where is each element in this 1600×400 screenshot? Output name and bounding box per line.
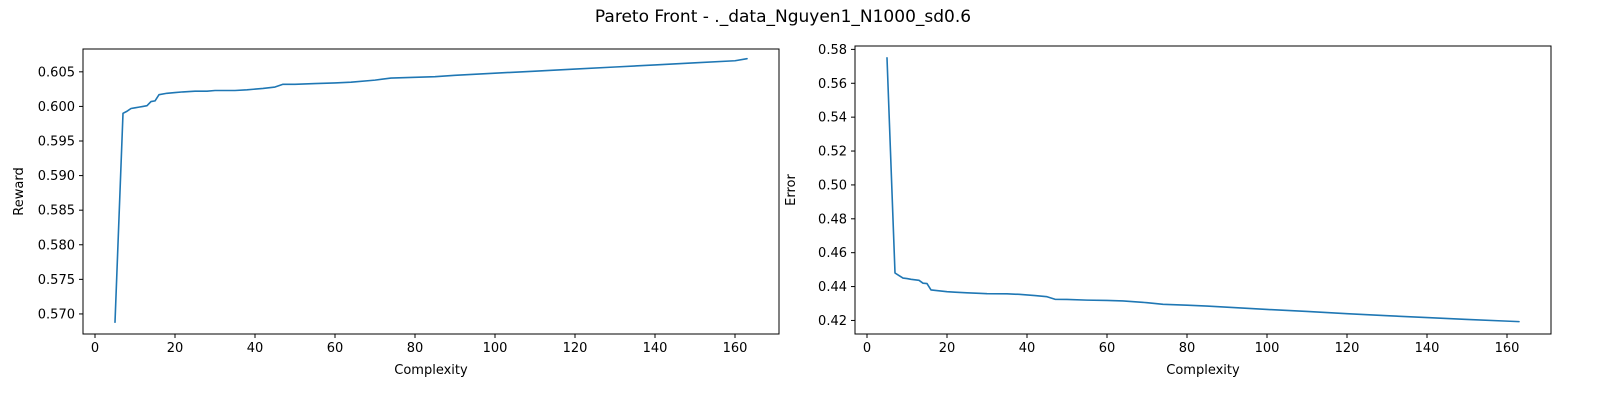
reward-y-axis-label: Reward: [12, 167, 27, 215]
error-x-tick-label: 160: [1495, 341, 1520, 356]
reward-x-tick-label: 60: [327, 341, 344, 356]
error-chart: 0 20 40 60 80 100 120 140 160 0.42 0.44 0.46 0.48 0.5…: [784, 43, 1552, 378]
error-series-line: [886, 57, 1520, 323]
reward-y-tick-label: 0.575: [38, 273, 75, 288]
error-y-tick-label: 0.42: [818, 314, 847, 329]
reward-x-tick-label: 100: [483, 341, 508, 356]
error-x-axis-label: Complexity: [1166, 363, 1240, 378]
reward-plot-frame: [82, 48, 780, 335]
error-y-tick-label: 0.46: [818, 246, 847, 261]
reward-x-axis-label: Complexity: [394, 363, 468, 378]
reward-y-tick-label: 0.590: [38, 169, 75, 184]
reward-y-tick-label: 0.600: [38, 100, 75, 115]
reward-y-tick-label: 0.570: [38, 307, 75, 322]
reward-y-tick-label: 0.605: [38, 65, 75, 80]
error-x-tick-label: 80: [1179, 341, 1196, 356]
reward-x-tick-label: 40: [247, 341, 264, 356]
error-y-tick-label: 0.48: [818, 212, 847, 227]
figure-title: Pareto Front - ._data_Nguyen1_N1000_sd0.…: [595, 7, 971, 27]
reward-x-tick-label: 140: [643, 341, 668, 356]
reward-x-tick-label: 120: [563, 341, 588, 356]
error-plot-frame: [854, 45, 1552, 335]
reward-y-tick-label: 0.580: [38, 238, 75, 253]
error-x-tick-label: 120: [1335, 341, 1360, 356]
reward-x-tick-label: 80: [407, 341, 424, 356]
reward-series-line: [114, 57, 748, 324]
error-y-tick-label: 0.50: [818, 178, 847, 193]
reward-x-tick-label: 160: [723, 341, 748, 356]
error-y-tick-label: 0.54: [818, 111, 847, 126]
error-y-tick-label: 0.58: [818, 43, 847, 58]
error-x-tick-label: 140: [1415, 341, 1440, 356]
reward-y-tick-label: 0.595: [38, 135, 75, 150]
error-x-tick-label: 100: [1255, 341, 1280, 356]
reward-y-tick-label: 0.585: [38, 204, 75, 219]
error-y-tick-label: 0.44: [818, 280, 847, 295]
error-x-tick-label: 0: [863, 341, 871, 356]
reward-x-tick-label: 0: [91, 341, 99, 356]
error-y-tick-label: 0.56: [818, 77, 847, 92]
error-x-tick-label: 20: [939, 341, 956, 356]
error-x-tick-label: 40: [1019, 341, 1036, 356]
reward-x-tick-label: 20: [167, 341, 184, 356]
reward-chart: 0 20 40 60 80 100 120 140 160 0.570 0.575 0.580 0.58…: [12, 48, 780, 378]
error-y-axis-label: Error: [784, 174, 799, 206]
error-x-tick-label: 60: [1099, 341, 1116, 356]
error-y-tick-label: 0.52: [818, 145, 847, 160]
